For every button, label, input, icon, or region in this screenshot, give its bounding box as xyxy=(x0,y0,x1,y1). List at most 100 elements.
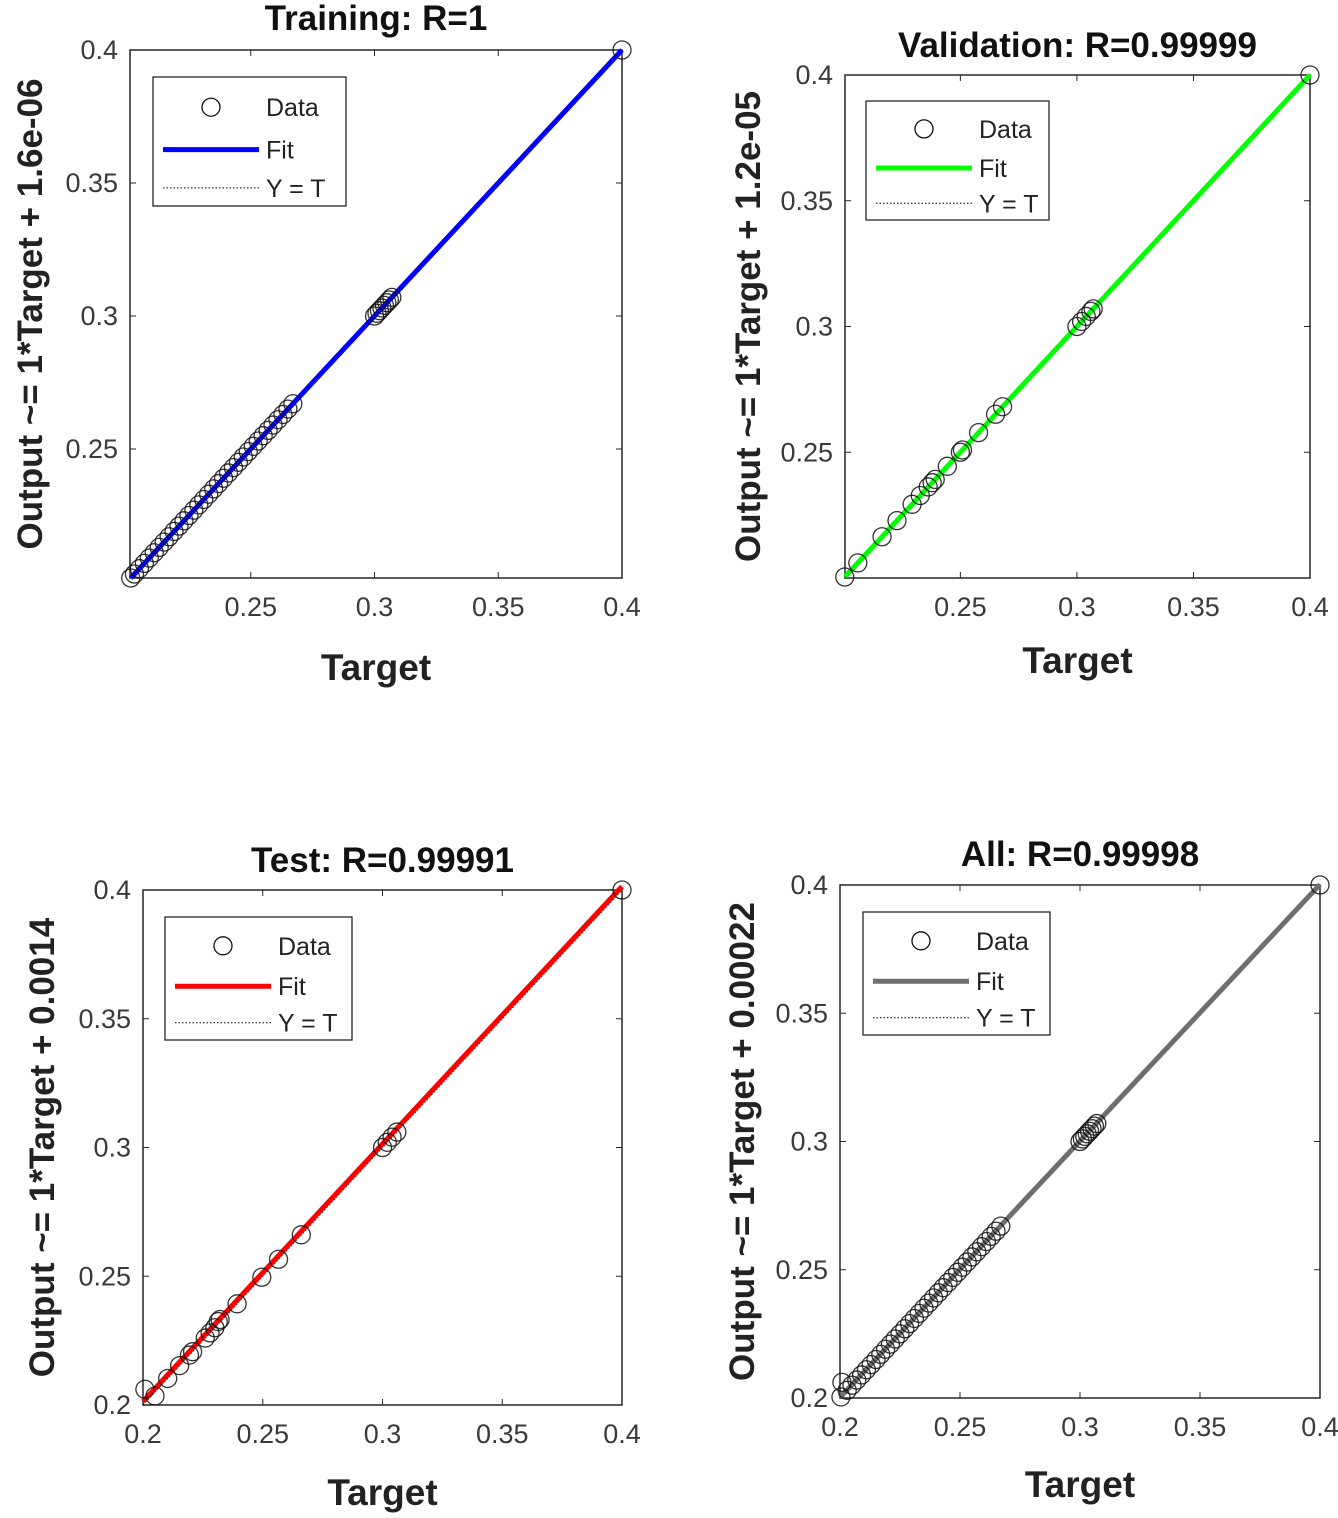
x-tick-label: 0.25 xyxy=(934,1412,987,1442)
chart-title: Validation: R=0.99999 xyxy=(898,26,1257,65)
legend-label: Fit xyxy=(976,968,1004,996)
y-tick-label: 0.2 xyxy=(93,1390,131,1420)
legend-label: Data xyxy=(979,116,1032,144)
x-tick-label: 0.3 xyxy=(364,1419,402,1449)
data-point xyxy=(145,1386,165,1406)
data-point xyxy=(950,442,971,462)
data-point xyxy=(179,1345,200,1365)
data-point xyxy=(967,1242,987,1262)
y-tick-label: 0.25 xyxy=(78,1261,131,1291)
y-tick-label: 0.3 xyxy=(93,1133,131,1163)
data-point xyxy=(968,422,989,443)
data-point xyxy=(213,468,234,488)
data-point xyxy=(992,397,1013,417)
data-point xyxy=(1072,1129,1093,1149)
data-point xyxy=(369,301,390,321)
data-point xyxy=(985,404,1006,424)
data-point xyxy=(986,1221,1006,1241)
x-tick-label: 0.25 xyxy=(934,592,987,622)
legend-data-marker xyxy=(213,936,233,956)
x-tick-label: 0.4 xyxy=(603,1419,641,1449)
x-axis-label: Target xyxy=(327,1472,437,1513)
data-point xyxy=(134,553,155,574)
y-tick-label: 0.25 xyxy=(780,437,833,467)
x-tick-label: 0.4 xyxy=(603,592,641,622)
legend-label: Y = T xyxy=(266,175,326,203)
data-point xyxy=(379,290,400,310)
data-point xyxy=(169,516,189,536)
legend-label: Y = T xyxy=(976,1005,1036,1033)
data-point xyxy=(976,1231,997,1252)
data-point xyxy=(252,1267,272,1287)
data-point xyxy=(364,306,385,326)
y-tick-label: 0.3 xyxy=(795,312,833,342)
x-tick-label: 0.2 xyxy=(124,1419,162,1449)
data-point xyxy=(377,293,397,313)
y-tick-label: 0.35 xyxy=(78,1004,131,1034)
data-point xyxy=(124,564,145,584)
y-tick-label: 0.4 xyxy=(795,60,833,90)
data-point xyxy=(937,456,957,476)
panel-0: 0.25 0.3 0.35 0.4 0.25 0.3 0.35 0.4 Data Fit Y = T… xyxy=(11,0,641,688)
data-point xyxy=(923,1288,944,1308)
data-point xyxy=(382,1127,402,1147)
legend-box xyxy=(865,100,1050,221)
x-axis-label: Target xyxy=(1022,640,1132,681)
data-point xyxy=(895,1319,915,1339)
data-point xyxy=(203,479,224,499)
y-tick-label: 0.35 xyxy=(65,168,118,198)
data-point xyxy=(149,537,169,558)
data-point xyxy=(238,442,258,462)
data-point xyxy=(1300,65,1320,85)
legend-box xyxy=(152,76,347,207)
data-point xyxy=(612,880,632,900)
data-point xyxy=(208,1311,228,1332)
data-point xyxy=(991,1216,1011,1236)
x-tick-label: 0.3 xyxy=(1061,1412,1099,1442)
data-point xyxy=(233,447,253,467)
data-point xyxy=(273,404,293,425)
data-point xyxy=(848,553,868,573)
data-point xyxy=(856,1360,877,1380)
y-tick-label: 0.35 xyxy=(775,998,828,1028)
data-point xyxy=(159,527,179,547)
data-point xyxy=(922,473,942,493)
legend-label: Fit xyxy=(979,155,1007,183)
data-point xyxy=(227,1294,247,1314)
chart-title: All: R=0.99998 xyxy=(961,835,1199,874)
data-point xyxy=(283,394,303,414)
data-point xyxy=(971,1237,992,1257)
data-point xyxy=(139,548,159,568)
data-point xyxy=(154,532,174,552)
x-tick-label: 0.35 xyxy=(476,1419,529,1449)
data-point xyxy=(861,1355,881,1375)
legend: Data Fit Y = T xyxy=(862,911,1051,1036)
data-point xyxy=(199,484,219,504)
data-point xyxy=(866,1349,886,1370)
data-point xyxy=(194,489,214,510)
y-tick-label: 0.4 xyxy=(790,870,828,900)
y-tick-label: 0.2 xyxy=(790,1383,828,1413)
data-point xyxy=(899,1313,920,1334)
data-point xyxy=(1087,1113,1107,1134)
data-point xyxy=(885,1329,905,1349)
data-point xyxy=(387,1122,407,1142)
data-point xyxy=(169,1355,190,1376)
data-point xyxy=(904,1308,925,1329)
data-point xyxy=(377,1132,397,1152)
data-point xyxy=(947,1262,968,1282)
x-tick-label: 0.2 xyxy=(821,1412,859,1442)
data-point xyxy=(208,473,229,494)
data-point xyxy=(268,410,288,430)
data-point xyxy=(831,1387,851,1407)
chart-title: Training: R=1 xyxy=(265,0,488,38)
data-point xyxy=(144,543,164,563)
data-point xyxy=(914,1298,934,1318)
data-point xyxy=(962,1247,982,1267)
legend-box xyxy=(164,916,353,1041)
data-point xyxy=(938,1272,958,1293)
data-point xyxy=(981,1226,1001,1247)
x-tick-label: 0.35 xyxy=(1174,1412,1227,1442)
data-point xyxy=(851,1365,872,1385)
data-point xyxy=(291,1225,311,1245)
